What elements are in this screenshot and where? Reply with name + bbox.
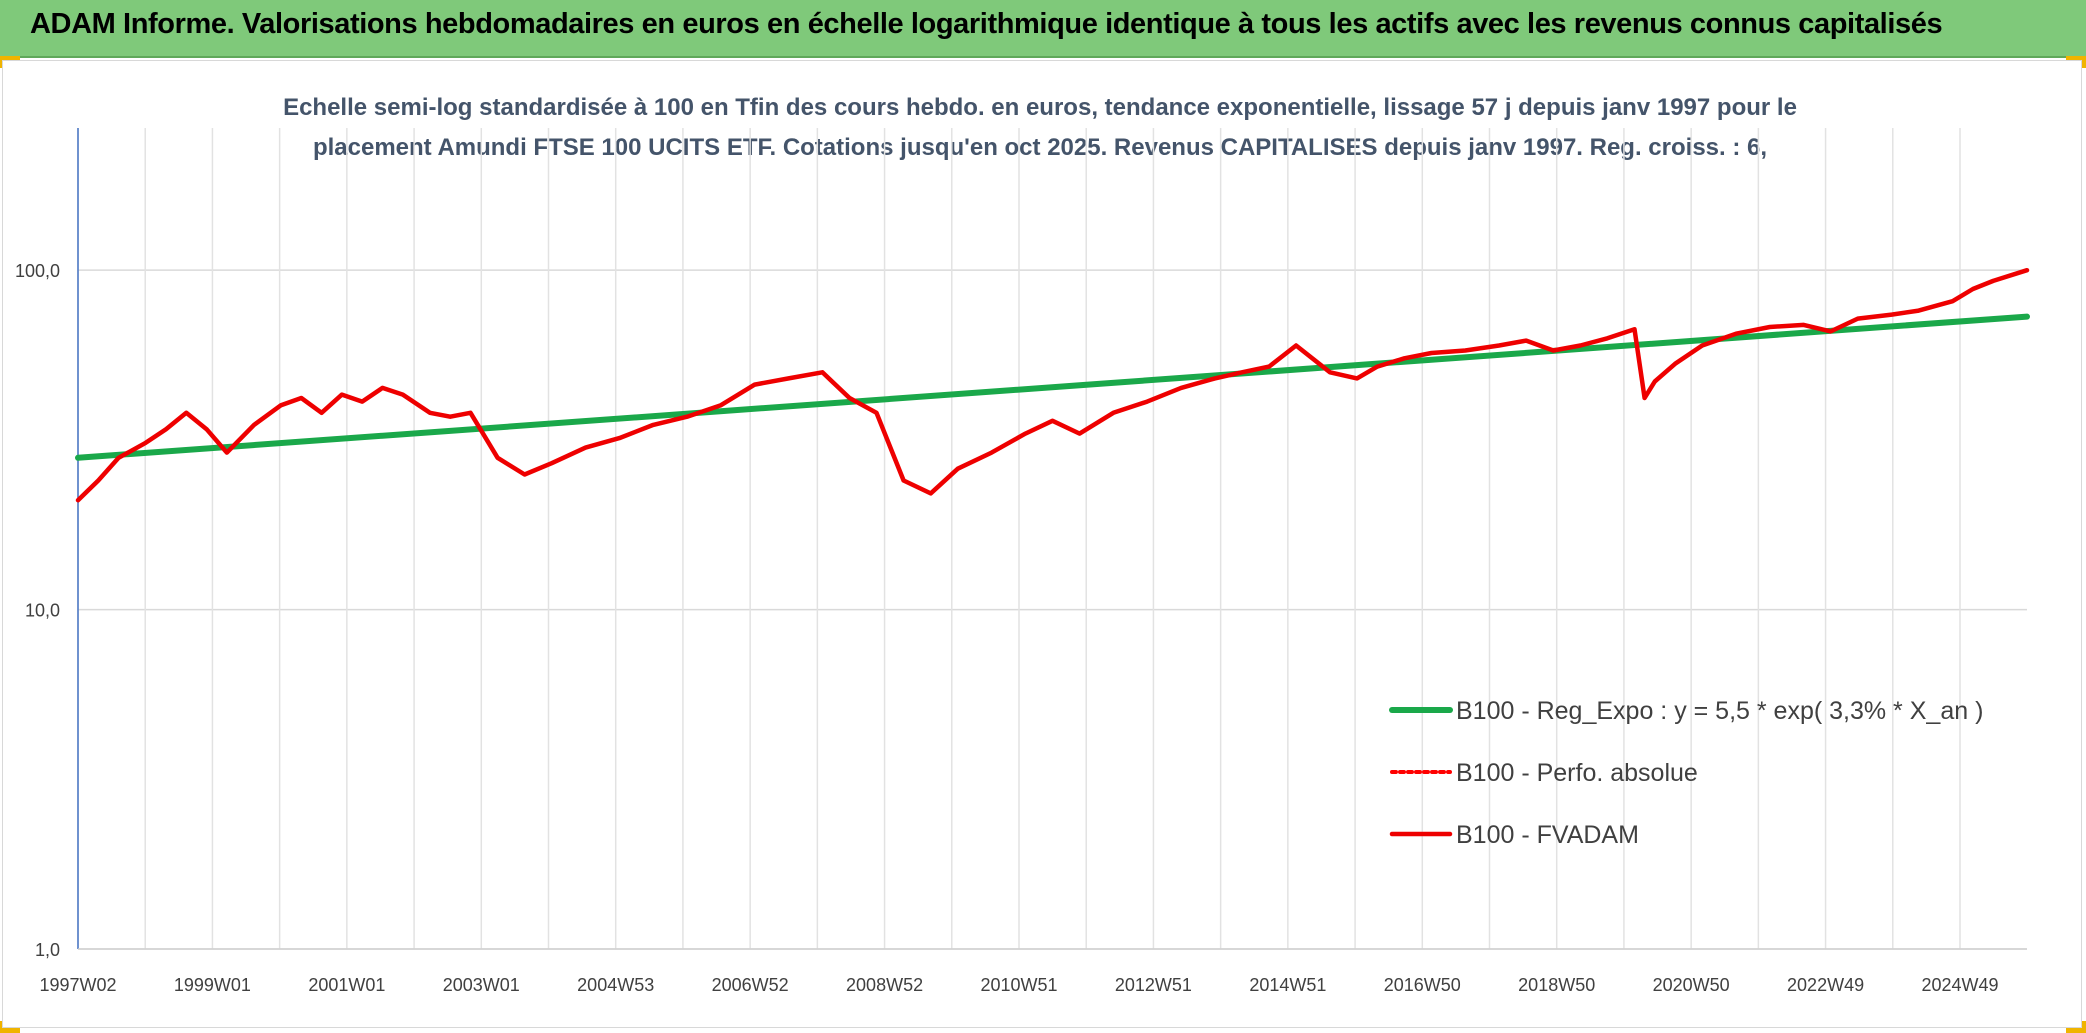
x-tick-label: 1999W01: [174, 975, 251, 995]
x-tick-label: 2006W52: [712, 975, 789, 995]
x-tick-label: 2008W52: [846, 975, 923, 995]
x-tick-label: 2003W01: [443, 975, 520, 995]
x-tick-label: 1997W02: [39, 975, 116, 995]
x-tick-label: 2022W49: [1787, 975, 1864, 995]
x-tick-label: 2010W51: [980, 975, 1057, 995]
series-reg-expo: [75, 313, 2030, 461]
x-tick-label: 2012W51: [1115, 975, 1192, 995]
chart-title: Echelle semi-log standardisée à 100 en T…: [120, 88, 1960, 168]
chart-title-line1: Echelle semi-log standardisée à 100 en T…: [283, 94, 1797, 121]
y-tick-label: 10,0: [25, 601, 60, 621]
y-tick-label: 1,0: [35, 940, 60, 960]
legend-reg-expo-label: B100 - Reg_Expo : y = 5,5 * exp( 3,3% * …: [1456, 697, 1983, 725]
series-fvadam: [75, 267, 2030, 503]
x-tick-label: 2014W51: [1249, 975, 1326, 995]
chart-title-line2: placement Amundi FTSE 100 UCITS ETF. Cot…: [312, 134, 1768, 161]
x-tick-label: 2001W01: [308, 975, 385, 995]
x-tick-label: 2018W50: [1518, 975, 1595, 995]
x-tick-label: 2016W50: [1384, 975, 1461, 995]
page-title: ADAM Informe. Valorisations hebdomadaire…: [30, 8, 1943, 40]
x-tick-label: 2004W53: [577, 975, 654, 995]
header-banner: ADAM Informe. Valorisations hebdomadaire…: [0, 0, 2086, 58]
chart-frame: [2, 60, 2082, 1028]
x-tick-label: 2024W49: [1921, 975, 1998, 995]
legend-perfo-absolue-label: B100 - Perfo. absolue: [1456, 759, 1698, 787]
y-tick-label: 100,0: [15, 261, 60, 281]
legend-fvadam-label: B100 - FVADAM: [1456, 821, 1639, 849]
x-tick-label: 2020W50: [1653, 975, 1730, 995]
